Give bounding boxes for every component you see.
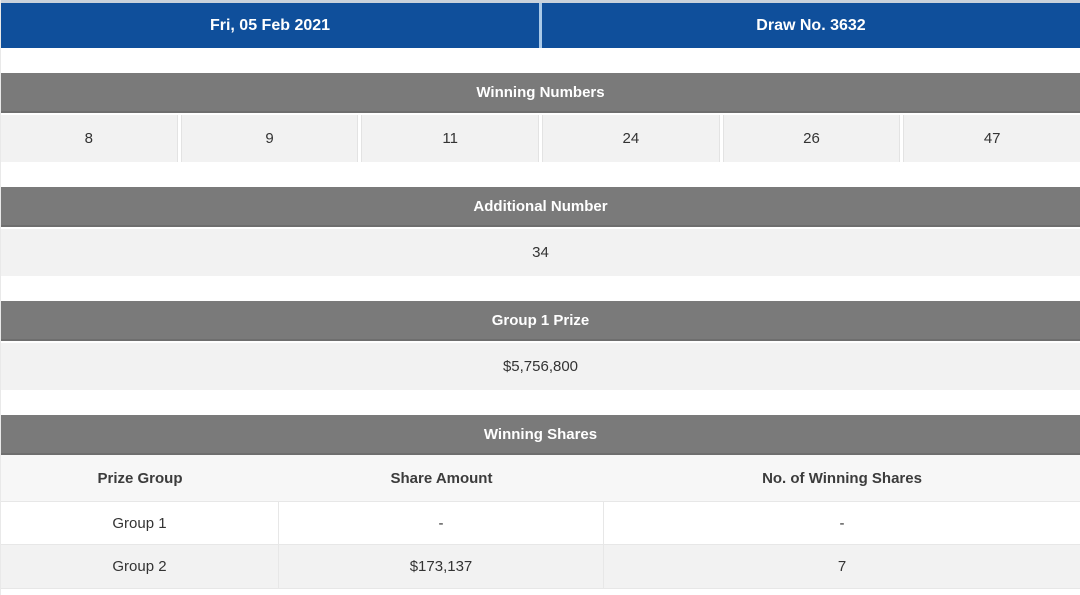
table-row: Group 2 $173,137 7 xyxy=(1,545,1080,589)
column-header-share-amount: Share Amount xyxy=(390,469,493,487)
winning-shares-table: Prize Group Share Amount No. of Winning … xyxy=(1,455,1080,589)
winning-shares-header: Winning Shares xyxy=(1,415,1080,455)
winning-numbers-section: Winning Numbers 8 9 11 24 26 47 xyxy=(1,73,1080,162)
group1-prize-value: $5,756,800 xyxy=(1,343,1080,390)
additional-number-section: Additional Number 34 xyxy=(1,187,1080,276)
winning-number-cell: 8 xyxy=(1,115,178,162)
share-amount-cell: - xyxy=(279,502,604,544)
winning-number-cell: 11 xyxy=(361,115,540,162)
winning-shares-section: Winning Shares Prize Group Share Amount … xyxy=(1,415,1080,589)
winning-shares-cell: - xyxy=(839,514,845,532)
draw-number: Draw No. 3632 xyxy=(539,3,1080,48)
winning-shares-column-headers: Prize Group Share Amount No. of Winning … xyxy=(1,455,1080,502)
draw-header: Fri, 05 Feb 2021 Draw No. 3632 xyxy=(1,0,1080,48)
share-amount-cell: $173,137 xyxy=(279,545,604,588)
winning-number-cell: 47 xyxy=(903,115,1080,162)
winning-number-cell: 9 xyxy=(180,115,359,162)
column-header-winning-shares: No. of Winning Shares xyxy=(762,469,922,487)
additional-number-value: 34 xyxy=(1,229,1080,276)
table-row: Group 1 - - xyxy=(1,502,1080,545)
prize-group-cell: Group 1 xyxy=(1,502,279,544)
winning-numbers-row: 8 9 11 24 26 47 xyxy=(1,115,1080,162)
winning-shares-cell: 7 xyxy=(837,558,847,575)
draw-date: Fri, 05 Feb 2021 xyxy=(209,16,331,34)
winning-number-cell: 26 xyxy=(722,115,901,162)
winning-numbers-header: Winning Numbers xyxy=(1,73,1080,113)
additional-number-header: Additional Number xyxy=(1,187,1080,227)
column-header-prize-group: Prize Group xyxy=(97,469,183,487)
winning-number-cell: 24 xyxy=(542,115,720,162)
prize-group-cell: Group 2 xyxy=(1,545,279,588)
group1-prize-header: Group 1 Prize xyxy=(1,301,1080,341)
group1-prize-section: Group 1 Prize $5,756,800 xyxy=(1,301,1080,390)
